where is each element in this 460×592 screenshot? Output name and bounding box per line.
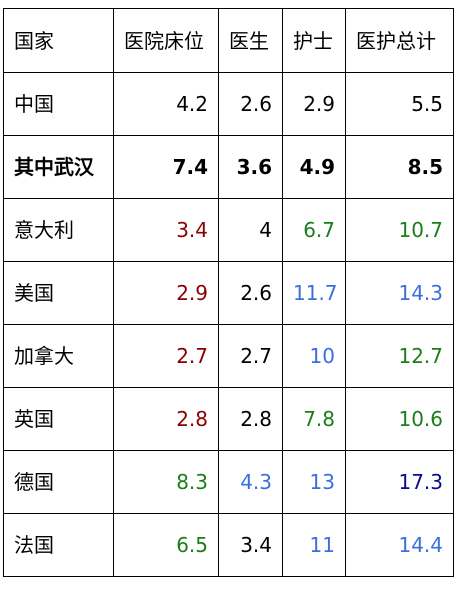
hospital-beds-cell: 7.4 xyxy=(113,135,219,199)
doctors-cell: 4 xyxy=(218,198,283,262)
country-cell: 意大利 xyxy=(3,198,114,262)
hospital-beds-cell: 2.7 xyxy=(113,324,219,388)
nurses-cell: 2.9 xyxy=(282,72,346,136)
table-row: 法国 6.5 3.4 11 14.4 xyxy=(3,513,454,577)
total-medical-staff-cell: 14.4 xyxy=(345,513,454,577)
doctors-cell: 2.7 xyxy=(218,324,283,388)
country-cell: 法国 xyxy=(3,513,114,577)
hospital-beds-cell: 3.4 xyxy=(113,198,219,262)
header-country: 国家 xyxy=(3,8,114,73)
country-cell: 其中武汉 xyxy=(3,135,114,199)
total-medical-staff-cell: 14.3 xyxy=(345,261,454,325)
table-row: 英国 2.8 2.8 7.8 10.6 xyxy=(3,387,454,451)
table-row: 美国 2.9 2.6 11.7 14.3 xyxy=(3,261,454,325)
nurses-cell: 10 xyxy=(282,324,346,388)
hospital-beds-cell: 4.2 xyxy=(113,72,219,136)
header-row: 国家 医院床位 医生 护士 医护总计 xyxy=(3,8,454,73)
table-row: 意大利 3.4 4 6.7 10.7 xyxy=(3,198,454,262)
hospital-beds-cell: 8.3 xyxy=(113,450,219,514)
header-hospital-beds: 医院床位 xyxy=(113,8,219,73)
total-medical-staff-cell: 10.7 xyxy=(345,198,454,262)
country-cell: 加拿大 xyxy=(3,324,114,388)
nurses-cell: 4.9 xyxy=(282,135,346,199)
doctors-cell: 2.6 xyxy=(218,72,283,136)
total-medical-staff-cell: 5.5 xyxy=(345,72,454,136)
table-row: 其中武汉 7.4 3.6 4.9 8.5 xyxy=(3,135,454,199)
country-cell: 德国 xyxy=(3,450,114,514)
doctors-cell: 3.6 xyxy=(218,135,283,199)
country-cell: 美国 xyxy=(3,261,114,325)
data-table: 国家 医院床位 医生 护士 医护总计 中国 4.2 2.6 2.9 5.5 其中武汉 7.4… xyxy=(3,8,454,577)
hospital-beds-cell: 6.5 xyxy=(113,513,219,577)
nurses-cell: 13 xyxy=(282,450,346,514)
table-row: 加拿大 2.7 2.7 10 12.7 xyxy=(3,324,454,388)
country-cell: 中国 xyxy=(3,72,114,136)
doctors-cell: 2.8 xyxy=(218,387,283,451)
header-nurses: 护士 xyxy=(282,8,346,73)
country-cell: 英国 xyxy=(3,387,114,451)
nurses-cell: 7.8 xyxy=(282,387,346,451)
doctors-cell: 2.6 xyxy=(218,261,283,325)
hospital-beds-cell: 2.9 xyxy=(113,261,219,325)
header-total-medical-staff: 医护总计 xyxy=(345,8,454,73)
table-row: 中国 4.2 2.6 2.9 5.5 xyxy=(3,72,454,136)
hospital-beds-cell: 2.8 xyxy=(113,387,219,451)
total-medical-staff-cell: 12.7 xyxy=(345,324,454,388)
total-medical-staff-cell: 10.6 xyxy=(345,387,454,451)
table-row: 德国 8.3 4.3 13 17.3 xyxy=(3,450,454,514)
header-doctors: 医生 xyxy=(218,8,283,73)
nurses-cell: 11 xyxy=(282,513,346,577)
nurses-cell: 11.7 xyxy=(282,261,346,325)
doctors-cell: 4.3 xyxy=(218,450,283,514)
total-medical-staff-cell: 8.5 xyxy=(345,135,454,199)
nurses-cell: 6.7 xyxy=(282,198,346,262)
total-medical-staff-cell: 17.3 xyxy=(345,450,454,514)
table-body: 中国 4.2 2.6 2.9 5.5 其中武汉 7.4 3.6 4.9 8.5 意大利 3.4 4 6.7… xyxy=(3,72,454,577)
doctors-cell: 3.4 xyxy=(218,513,283,577)
